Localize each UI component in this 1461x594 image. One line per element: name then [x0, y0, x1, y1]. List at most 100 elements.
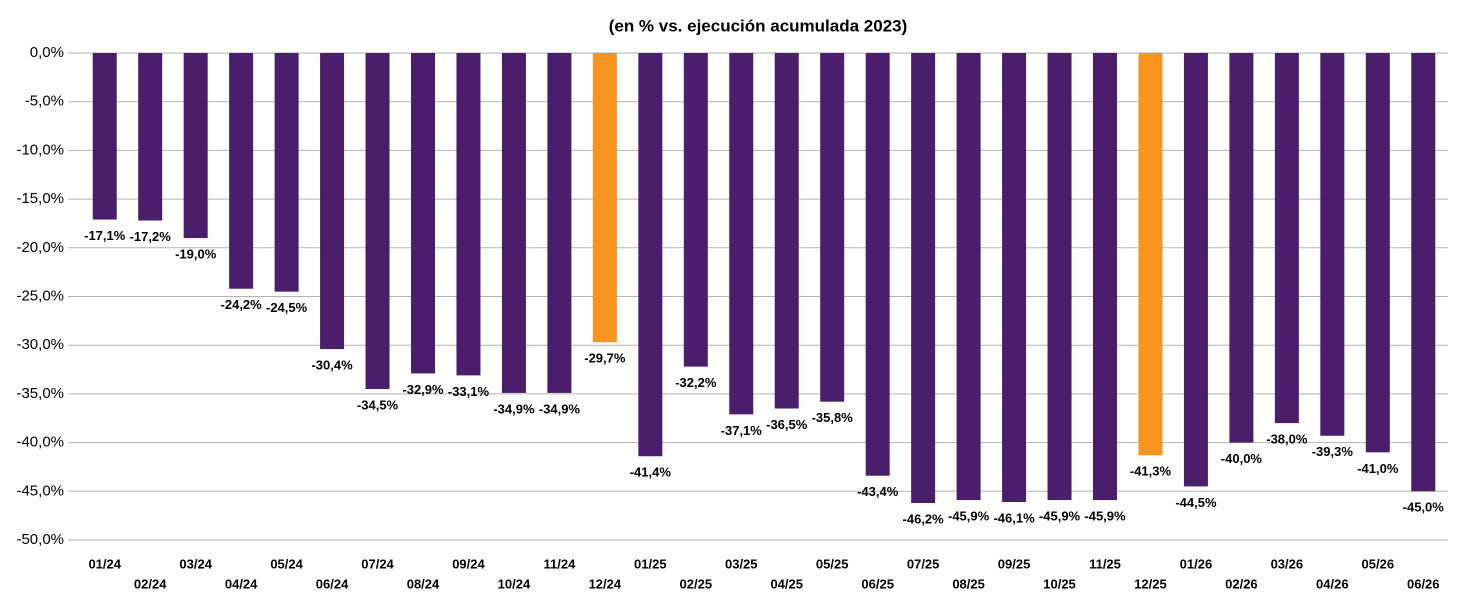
value-label: -45,9% — [948, 509, 990, 524]
value-label: -44,5% — [1175, 495, 1217, 510]
x-tick-label: 10/24 — [498, 576, 531, 591]
x-tick-label: 02/24 — [134, 576, 167, 591]
value-label: -45,0% — [1403, 500, 1445, 515]
value-label: -41,3% — [1130, 464, 1172, 479]
bar — [1274, 53, 1299, 424]
value-label: -45,9% — [1084, 509, 1126, 524]
bar — [774, 53, 799, 409]
bar — [638, 53, 663, 457]
y-tick-label: -20,0% — [16, 239, 64, 256]
value-label: -35,8% — [812, 410, 854, 425]
bar — [729, 53, 754, 415]
x-tick-label: 01/24 — [88, 556, 121, 571]
x-tick-label: 02/26 — [1225, 576, 1258, 591]
x-tick-label: 05/26 — [1362, 556, 1395, 571]
x-tick-label: 07/24 — [361, 556, 394, 571]
bar — [1320, 53, 1345, 436]
value-label: -34,5% — [357, 397, 399, 412]
value-label: -45,9% — [1039, 509, 1081, 524]
x-tick-label: 04/25 — [770, 576, 803, 591]
bar — [1365, 53, 1390, 453]
bar — [1138, 53, 1163, 456]
bar — [1411, 53, 1436, 492]
x-tick-label: 07/25 — [907, 556, 940, 571]
chart-title: (en % vs. ejecución acumulada 2023) — [609, 16, 908, 35]
value-label: -32,9% — [402, 382, 444, 397]
value-label: -24,2% — [221, 297, 263, 312]
value-label: -34,9% — [539, 401, 581, 416]
x-tick-label: 01/26 — [1180, 556, 1213, 571]
x-tick-label: 05/24 — [270, 556, 303, 571]
x-tick-label: 05/25 — [816, 556, 849, 571]
value-label: -40,0% — [1221, 451, 1263, 466]
value-label: -19,0% — [175, 246, 217, 261]
bar — [229, 53, 254, 289]
y-tick-label: -45,0% — [16, 482, 64, 499]
x-tick-label: 03/25 — [725, 556, 758, 571]
bar — [683, 53, 708, 367]
value-label: -17,1% — [84, 228, 126, 243]
value-label: -41,0% — [1357, 461, 1399, 476]
value-label: -41,4% — [630, 465, 672, 480]
value-label: -38,0% — [1266, 432, 1308, 447]
value-label: -37,1% — [721, 423, 763, 438]
bar — [547, 53, 572, 393]
x-tick-label: 06/25 — [861, 576, 894, 591]
x-tick-label: 12/24 — [589, 576, 622, 591]
value-label: -39,3% — [1312, 444, 1354, 459]
bar — [820, 53, 845, 402]
value-label: -29,7% — [584, 351, 626, 366]
x-tick-label: 03/24 — [179, 556, 212, 571]
value-label: -33,1% — [448, 384, 490, 399]
x-tick-label: 01/25 — [634, 556, 667, 571]
y-tick-label: -25,0% — [16, 287, 64, 304]
x-tick-label: 04/24 — [225, 576, 258, 591]
bar — [1093, 53, 1117, 501]
value-label: -46,2% — [903, 511, 945, 526]
value-label: -32,2% — [675, 375, 717, 390]
value-label: -17,2% — [130, 229, 172, 244]
y-tick-label: -15,0% — [16, 190, 64, 207]
bar — [411, 53, 435, 374]
bar — [592, 53, 617, 343]
bar — [1229, 53, 1254, 443]
bar — [1183, 53, 1208, 487]
x-tick-label: 03/26 — [1271, 556, 1304, 571]
bar — [956, 53, 981, 501]
value-label: -46,1% — [993, 510, 1035, 525]
bar — [92, 53, 117, 220]
x-tick-label: 09/25 — [998, 556, 1031, 571]
value-label: -36,5% — [766, 417, 808, 432]
x-tick-label: 10/25 — [1043, 576, 1076, 591]
x-tick-label: 02/25 — [680, 576, 713, 591]
x-tick-label: 11/24 — [543, 556, 576, 571]
y-tick-label: -50,0% — [16, 531, 64, 548]
bar — [274, 53, 299, 292]
y-tick-label: -30,0% — [16, 336, 64, 353]
y-tick-label: -40,0% — [16, 434, 64, 451]
value-label: -30,4% — [311, 358, 353, 373]
x-tick-label: 09/24 — [452, 556, 485, 571]
bar — [1047, 53, 1072, 501]
bar — [138, 53, 163, 221]
x-tick-label: 08/25 — [952, 576, 985, 591]
y-tick-label: 0,0% — [30, 44, 64, 61]
bar — [865, 53, 890, 476]
x-tick-label: 12/25 — [1134, 576, 1167, 591]
bar — [365, 53, 390, 390]
y-tick-label: -10,0% — [16, 141, 64, 158]
x-tick-label: 06/24 — [316, 576, 349, 591]
bar — [1002, 53, 1027, 503]
value-label: -24,5% — [266, 300, 308, 315]
y-tick-label: -35,0% — [16, 385, 64, 402]
bar — [456, 53, 481, 376]
x-tick-label: 04/26 — [1316, 576, 1349, 591]
bar — [183, 53, 208, 239]
value-label: -43,4% — [857, 484, 899, 499]
x-tick-label: 08/24 — [407, 576, 440, 591]
bar — [911, 53, 936, 503]
value-label: -34,9% — [493, 401, 535, 416]
bar — [320, 53, 345, 350]
bar — [501, 53, 526, 393]
